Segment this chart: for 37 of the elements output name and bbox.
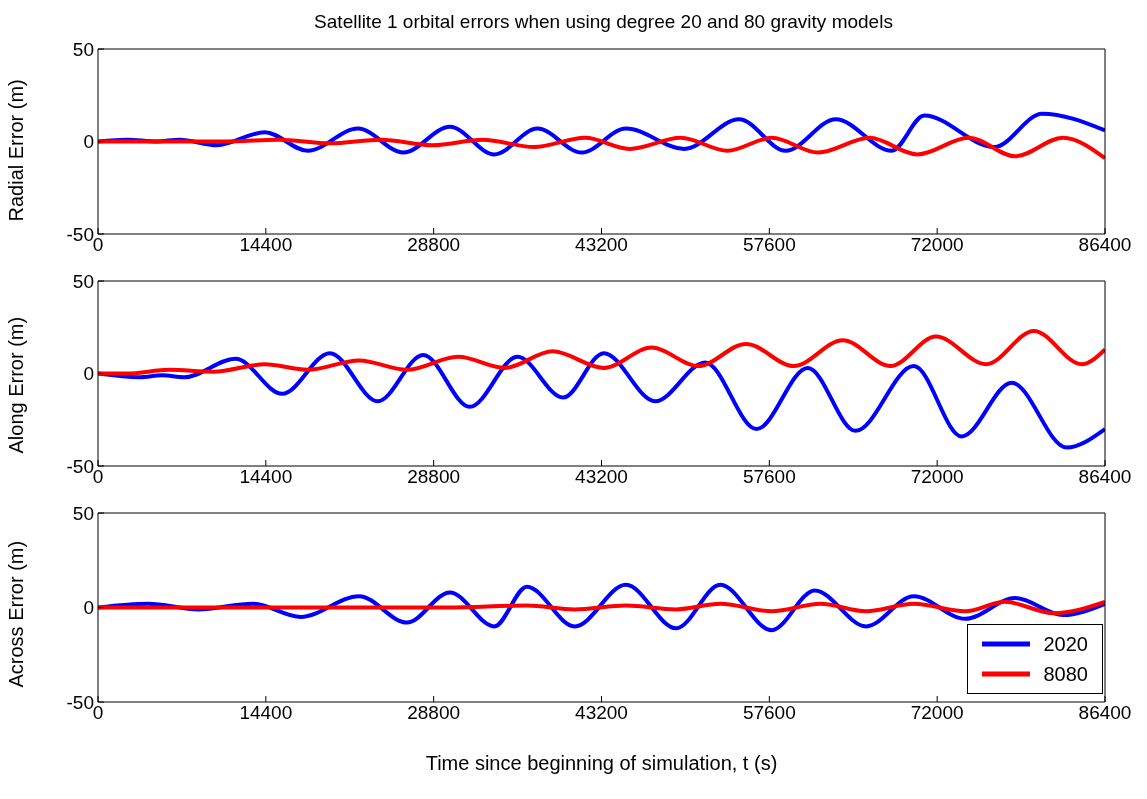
y-tick-label: 0 (83, 597, 94, 619)
legend-label: 8080 (1043, 662, 1088, 686)
y-axis-title: Across Error (m) (5, 540, 28, 688)
legend-label: 2020 (1043, 632, 1088, 656)
x-tick-label: 43200 (575, 234, 628, 256)
y-tick-label: 0 (83, 131, 94, 153)
y-tick-label: 50 (72, 38, 94, 60)
x-tick-label: 57600 (742, 234, 796, 256)
x-tick-label: 72000 (910, 702, 964, 724)
y-tick-label: 50 (72, 270, 94, 292)
line-series (98, 328, 1105, 376)
x-tick-label: 28800 (407, 466, 461, 488)
y-tick-label: 0 (83, 363, 94, 385)
y-axis-title: Along Error (m) (5, 316, 28, 454)
x-tick-label: 43200 (575, 466, 628, 488)
y-tick-label: -50 (66, 455, 94, 477)
x-tick-label: 28800 (407, 234, 461, 256)
x-tick-label: 57600 (742, 702, 796, 724)
x-tick-label: 14400 (239, 702, 293, 724)
y-tick-label: -50 (66, 223, 94, 245)
x-axis-title: Time since beginning of simulation, t (s) (425, 752, 778, 774)
x-tick-label: 72000 (910, 234, 964, 256)
y-axis-title: Radial Error (m) (5, 79, 28, 222)
x-tick-label: 86400 (1078, 702, 1132, 724)
y-tick-label: 50 (72, 502, 94, 524)
x-tick-label: 86400 (1078, 466, 1132, 488)
x-tick-label: 28800 (407, 702, 461, 724)
x-tick-label: 14400 (239, 466, 293, 488)
x-tick-label: 14400 (239, 234, 293, 256)
line-series (98, 599, 1105, 616)
x-tick-label: 86400 (1078, 234, 1132, 256)
y-tick-label: -50 (66, 691, 94, 713)
line-series (98, 135, 1105, 161)
x-tick-label: 72000 (910, 466, 964, 488)
x-tick-label: 57600 (742, 466, 796, 488)
chart-title: Satellite 1 orbital errors when using degree 20 and 80 gravity models (313, 10, 894, 34)
x-tick-label: 43200 (575, 702, 628, 724)
